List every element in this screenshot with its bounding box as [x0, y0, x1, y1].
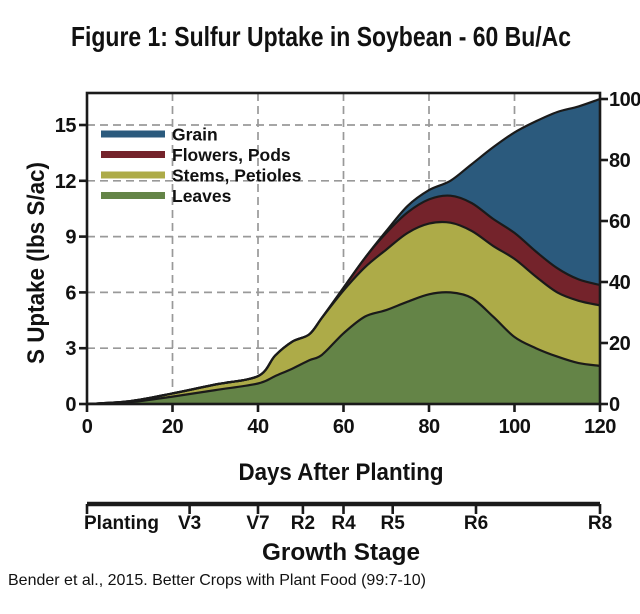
x-tick-label: 0 [82, 416, 93, 438]
growth-stage-label: V7 [246, 513, 269, 534]
legend-swatch [101, 151, 165, 158]
y-axis-title: S Uptake (lbs S/ac) [23, 162, 50, 364]
growth-stage-label: R6 [464, 513, 488, 534]
legend-item: Grain [101, 125, 218, 145]
growth-stage-title: Growth Stage [262, 539, 420, 566]
y-tick-label: 15 [55, 115, 77, 137]
growth-stage-axis: Planting V3 V7 R2 R4 R5 R6 R8 [84, 501, 612, 534]
growth-stage-label: R8 [588, 513, 612, 534]
growth-stage-label: R2 [291, 513, 315, 534]
legend-label: Leaves [172, 186, 232, 206]
x-tick-label: 100 [499, 416, 531, 438]
boundary-line [87, 97, 600, 404]
stacked-areas [87, 97, 600, 404]
y-tick-label: 6 [65, 282, 76, 304]
legend-item: Stems, Petioles [101, 166, 302, 186]
area-leaves [87, 292, 600, 404]
gridlines [87, 93, 600, 404]
legend-label: Flowers, Pods [172, 145, 291, 165]
y-tick-label: 9 [65, 227, 76, 249]
y2-tick-label: 0 [609, 394, 620, 416]
y2-tick-label: 60 [609, 211, 631, 233]
x-tick-label: 20 [162, 416, 184, 438]
legend-label: Grain [172, 125, 218, 145]
y-tick-label: 12 [55, 171, 77, 193]
y-tick-label: 3 [65, 338, 76, 360]
legend-swatch [101, 130, 165, 138]
y2-tick-label: 100 [609, 89, 640, 111]
legend-item: Leaves [101, 186, 232, 206]
growth-stage-label: R4 [331, 513, 356, 534]
y2-tick-label: 20 [609, 333, 631, 355]
legend-label: Stems, Petioles [172, 166, 302, 186]
tick-labels: 0 3 6 9 12 15 0 20 40 60 80 100 0 20 40 60 80 100 120 [55, 89, 640, 438]
legend-swatch [101, 171, 165, 179]
x-tick-label: 120 [584, 416, 616, 438]
growth-stage-label: V3 [178, 513, 201, 534]
x-tick-label: 40 [247, 416, 269, 438]
y2-tick-label: 80 [609, 150, 631, 172]
legend-item: Flowers, Pods [101, 145, 291, 165]
growth-stage-label: R5 [381, 513, 406, 534]
growth-stage-label: Planting [84, 513, 159, 534]
y-tick-label: 0 [65, 394, 76, 416]
x-axis-title: Days After Planting [239, 459, 444, 486]
axes-frame [79, 91, 608, 412]
citation: Bender et al., 2015. Better Crops with P… [8, 572, 426, 589]
legend-swatch [101, 192, 165, 199]
x-tick-label: 60 [333, 416, 355, 438]
x-tick-label: 80 [418, 416, 440, 438]
boundary-line [87, 291, 600, 404]
figure-title: Figure 1: Sulfur Uptake in Soybean - 60 … [71, 21, 571, 52]
y2-tick-label: 40 [609, 272, 631, 294]
